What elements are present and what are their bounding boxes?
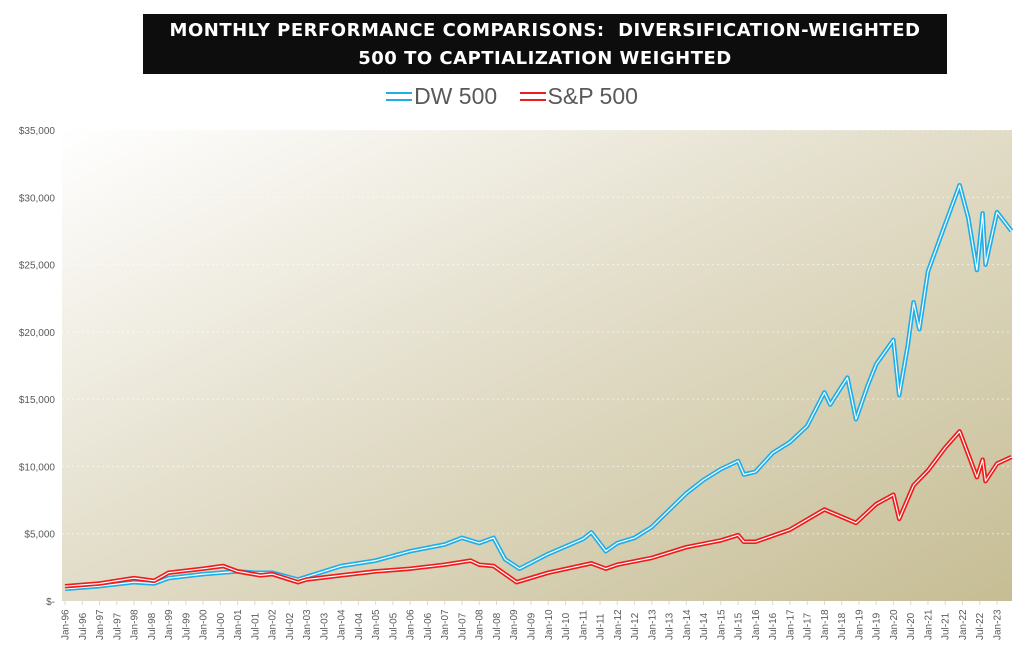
legend-item-sp500: S&P 500: [519, 83, 638, 110]
x-tick-label: Jul-01: [250, 612, 261, 640]
x-tick-label: Jul-20: [906, 612, 917, 640]
y-tick-label: $25,000: [19, 261, 56, 272]
x-tick-label: Jan-12: [613, 609, 624, 640]
x-tick-label: Jul-04: [354, 612, 365, 640]
y-tick-label: $-: [46, 597, 55, 608]
x-tick-label: Jan-96: [61, 609, 72, 640]
x-tick-label: Jan-21: [923, 609, 934, 640]
x-tick-label: Jan-07: [440, 609, 451, 640]
x-tick-label: Jan-97: [95, 609, 106, 640]
x-tick-label: Jul-97: [112, 612, 123, 640]
x-tick-label: Jan-06: [406, 609, 417, 640]
y-tick-label: $15,000: [19, 395, 56, 406]
x-tick-label: Jan-13: [647, 609, 658, 640]
x-tick-label: Jul-15: [734, 612, 745, 640]
x-tick-label: Jul-14: [699, 612, 710, 640]
legend: DW 500 S&P 500: [0, 80, 1024, 110]
legend-swatch-sp500: [519, 92, 546, 101]
x-tick-label: Jul-05: [388, 612, 399, 640]
x-tick-label: Jul-09: [527, 612, 538, 640]
x-tick-label: Jan-22: [958, 609, 969, 640]
x-tick-label: Jan-15: [716, 609, 727, 640]
x-tick-label: Jan-09: [509, 609, 520, 640]
x-tick-label: Jan-16: [751, 609, 762, 640]
x-tick-label: Jul-22: [975, 612, 986, 640]
x-tick-label: Jan-04: [337, 609, 348, 640]
x-tick-label: Jul-11: [596, 613, 607, 640]
x-tick-label: Jul-07: [457, 612, 468, 640]
x-tick-label: Jan-00: [199, 609, 210, 640]
x-tick-label: Jul-00: [216, 612, 227, 640]
x-tick-label: Jul-06: [423, 612, 434, 640]
x-tick-label: Jan-11: [578, 610, 589, 640]
chart-title: MONTHLY PERFORMANCE COMPARISONS: DIVERSI…: [143, 14, 947, 74]
x-tick-label: Jul-21: [941, 612, 952, 640]
y-tick-label: $5,000: [24, 530, 55, 541]
x-tick-label: Jan-99: [164, 609, 175, 640]
y-tick-label: $20,000: [19, 328, 56, 339]
legend-swatch-dw500: [386, 92, 413, 101]
y-tick-label: $30,000: [19, 193, 56, 204]
x-tick-label: Jul-02: [285, 612, 296, 640]
x-tick-label: Jan-98: [130, 609, 141, 640]
series-line-inner-dw500: [64, 184, 1012, 590]
x-tick-label: Jul-99: [181, 612, 192, 640]
legend-item-dw500: DW 500: [386, 83, 497, 110]
x-tick-label: Jan-03: [302, 609, 313, 640]
y-tick-label: $35,000: [19, 126, 56, 137]
y-tick-label: $10,000: [19, 462, 56, 473]
x-tick-label: Jan-08: [475, 609, 486, 640]
x-tick-label: Jul-08: [492, 612, 503, 640]
legend-label-dw500: DW 500: [414, 83, 498, 109]
chart-title-line-2: 500 TO CAPTIALIZATION WEIGHTED: [358, 48, 732, 69]
x-tick-label: Jan-18: [820, 609, 831, 640]
x-tick-label: Jul-96: [78, 612, 89, 640]
x-tick-label: Jul-17: [803, 612, 814, 640]
x-tick-label: Jul-03: [319, 612, 330, 640]
x-tick-label: Jan-01: [233, 609, 244, 640]
x-tick-label: Jul-13: [665, 612, 676, 640]
x-tick-label: Jan-10: [544, 609, 555, 640]
x-tick-label: Jul-10: [561, 612, 572, 640]
x-tick-label: Jan-14: [682, 609, 693, 640]
plot-area: [62, 130, 1012, 601]
x-tick-label: Jan-05: [371, 609, 382, 640]
x-tick-label: Jan-17: [785, 609, 796, 640]
legend-label-sp500: S&P 500: [547, 83, 638, 109]
chart-title-line-1: MONTHLY PERFORMANCE COMPARISONS: DIVERSI…: [169, 20, 921, 41]
x-tick-label: Jul-16: [768, 612, 779, 640]
x-tick-label: Jul-18: [837, 612, 848, 640]
x-tick-label: Jul-98: [147, 612, 158, 640]
x-tick-label: Jul-12: [630, 612, 641, 640]
x-tick-label: Jul-19: [872, 612, 883, 640]
x-tick-label: Jan-20: [889, 609, 900, 640]
series-line-inner-sp500: [64, 430, 1012, 587]
x-tick-label: Jan-02: [268, 609, 279, 640]
x-tick-label: Jan-19: [854, 609, 865, 640]
x-tick-label: Jan-23: [993, 609, 1004, 640]
